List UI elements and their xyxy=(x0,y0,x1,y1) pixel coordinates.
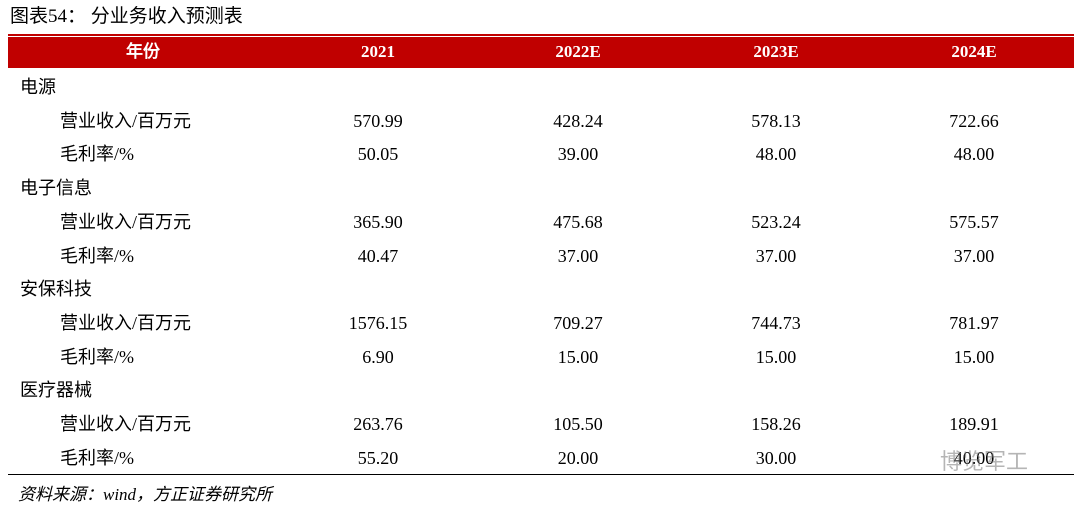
cell: 50.05 xyxy=(357,144,399,165)
cell: 40.47 xyxy=(357,245,399,266)
row-label: 营业收入/百万元 xyxy=(60,414,192,434)
cell: 365.90 xyxy=(353,211,403,232)
table-title: 图表54： 分业务收入预测表 xyxy=(10,6,243,27)
cell: 55.20 xyxy=(357,447,399,468)
cell: 37.00 xyxy=(755,245,797,266)
header-cell: 2021 xyxy=(361,42,395,61)
cell: 15.00 xyxy=(953,346,995,367)
cell: 263.76 xyxy=(353,414,403,434)
cell: 39.00 xyxy=(557,144,599,165)
header-cell: 2022E xyxy=(555,42,601,61)
header-cell: 2024E xyxy=(951,42,997,61)
cell: 15.00 xyxy=(557,346,599,367)
row-label: 毛利率/% xyxy=(60,346,134,367)
cell: 523.24 xyxy=(751,211,801,232)
cell: 40.00 xyxy=(953,447,995,468)
cell: 570.99 xyxy=(353,110,403,131)
cell: 48.00 xyxy=(755,144,797,165)
top-rule xyxy=(8,34,1074,36)
cell: 722.66 xyxy=(949,110,999,131)
cell: 189.91 xyxy=(949,414,999,434)
cell: 37.00 xyxy=(557,245,599,266)
row-label: 营业收入/百万元 xyxy=(60,312,192,333)
cell: 578.13 xyxy=(751,110,801,131)
cell: 781.97 xyxy=(949,312,999,333)
cell: 15.00 xyxy=(755,346,797,367)
section-label: 医疗器械 xyxy=(20,380,92,401)
section-label: 电子信息 xyxy=(20,178,92,199)
cell: 48.00 xyxy=(953,144,995,165)
row-label: 营业收入/百万元 xyxy=(60,110,192,131)
row-label: 营业收入/百万元 xyxy=(60,211,192,232)
header-cell: 2023E xyxy=(753,42,799,61)
cell: 744.73 xyxy=(751,312,801,333)
header-bar xyxy=(8,37,1074,68)
cell: 105.50 xyxy=(553,414,603,434)
section-label: 电源 xyxy=(20,77,56,97)
source-note: 资料来源：wind，方正证券研究所 xyxy=(18,485,273,504)
row-label: 毛利率/% xyxy=(60,447,134,468)
cell: 475.68 xyxy=(553,211,603,232)
cell: 20.00 xyxy=(557,447,599,468)
row-label: 毛利率/% xyxy=(60,144,134,165)
section-label: 安保科技 xyxy=(20,279,92,300)
cell: 428.24 xyxy=(553,110,603,131)
cell: 6.90 xyxy=(362,346,394,367)
header-cell: 年份 xyxy=(126,42,160,61)
cell: 158.26 xyxy=(751,414,801,434)
cell: 37.00 xyxy=(953,245,995,266)
cell: 1576.15 xyxy=(348,312,408,333)
watermark: 博览军工 xyxy=(940,449,1029,474)
cell: 709.27 xyxy=(553,312,603,333)
row-label: 毛利率/% xyxy=(60,245,134,266)
cell: 30.00 xyxy=(755,447,797,468)
cell: 575.57 xyxy=(949,211,999,232)
bottom-rule xyxy=(8,474,1074,475)
